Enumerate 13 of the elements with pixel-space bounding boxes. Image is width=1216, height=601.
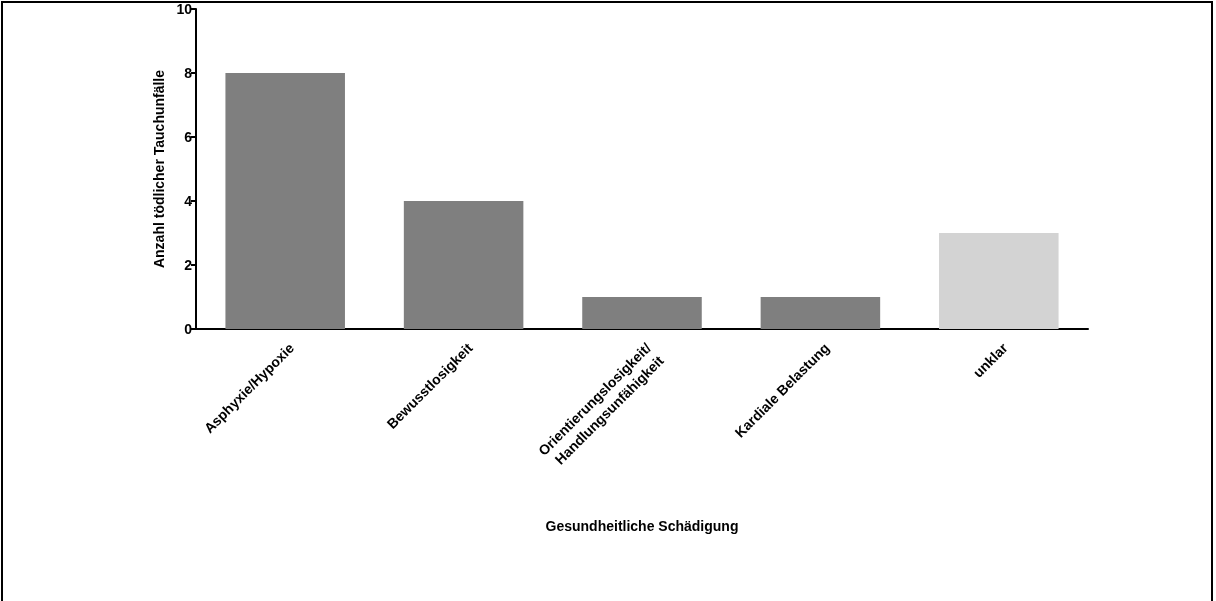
y-tick-label: 6	[184, 129, 193, 145]
bar	[403, 201, 524, 329]
bar	[939, 233, 1059, 329]
bar	[760, 297, 881, 329]
y-tick-label: 10	[176, 1, 193, 17]
y-axis-title: Anzahl tödlicher Tauchunfälle	[150, 69, 167, 269]
y-tick-label: 2	[184, 257, 193, 273]
bar	[225, 73, 345, 329]
y-tick-label: 4	[184, 193, 193, 209]
x-axis-title: Gesundheitliche Schädigung	[545, 518, 739, 534]
y-tick-label: 0	[184, 321, 193, 337]
bar	[582, 297, 702, 329]
y-tick-label: 8	[184, 65, 193, 81]
